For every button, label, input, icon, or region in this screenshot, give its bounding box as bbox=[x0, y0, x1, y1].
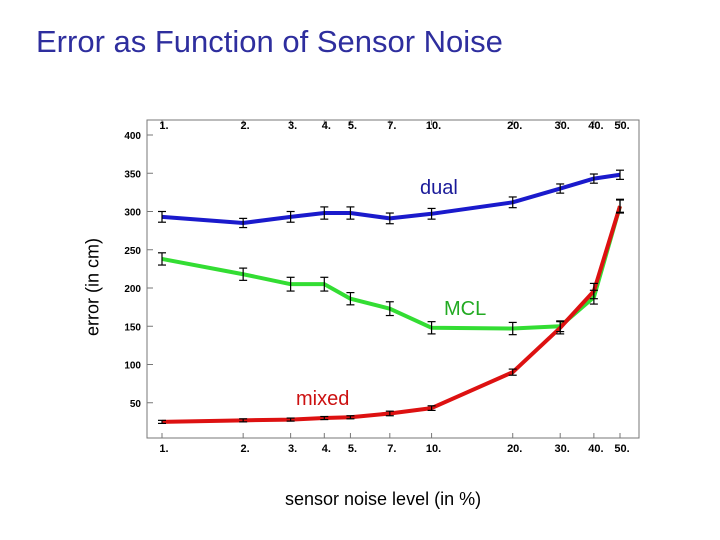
error-bar-dual bbox=[286, 210, 295, 223]
error-bar-mcl bbox=[346, 291, 355, 306]
x-tick-label-bottom: 3. bbox=[288, 443, 297, 455]
x-tick-label-bottom: 7. bbox=[387, 443, 396, 455]
series-label-mixed: mixed bbox=[296, 388, 349, 410]
plot-frame bbox=[146, 119, 640, 439]
error-bar-mcl bbox=[320, 276, 329, 292]
x-tick-label-top: 20. bbox=[507, 120, 522, 132]
y-tick-label: 400 bbox=[124, 131, 141, 142]
x-axis-label: sensor noise level (in %) bbox=[285, 489, 482, 509]
y-tick-label: 350 bbox=[124, 169, 141, 180]
y-tick-label: 150 bbox=[124, 322, 141, 333]
error-bar-mcl bbox=[508, 321, 517, 336]
x-tick-label-bottom: 5. bbox=[348, 443, 357, 455]
y-axis-label: error (in cm) bbox=[82, 238, 103, 336]
error-bar-mixed bbox=[158, 419, 166, 425]
series-line-dual bbox=[161, 172, 621, 225]
x-tick-label-bottom: 2. bbox=[241, 443, 250, 455]
x-tick-label-top: 2. bbox=[241, 120, 250, 132]
error-bar-mixed bbox=[385, 410, 394, 417]
slide-title: Error as Function of Sensor Noise bbox=[36, 24, 503, 59]
x-tick-label-top: 30. bbox=[555, 120, 570, 132]
x-tick-label-bottom: 30. bbox=[555, 443, 570, 455]
error-bar-mixed bbox=[556, 321, 565, 335]
x-tick-label-top: 10. bbox=[426, 120, 441, 132]
error-bar-mixed bbox=[616, 198, 624, 214]
y-tick-label: 300 bbox=[124, 208, 141, 219]
error-bar-dual bbox=[346, 206, 355, 220]
error-bar-dual bbox=[616, 169, 624, 180]
y-tick-label: 200 bbox=[124, 284, 141, 295]
error-bar-mcl bbox=[286, 276, 295, 292]
error-bar-mcl bbox=[239, 267, 248, 281]
series-labels: dual MCL mixed bbox=[296, 177, 486, 410]
error-bar-dual bbox=[427, 207, 436, 220]
x-tick-label-bottom: 1. bbox=[159, 443, 168, 455]
error-bar-dual bbox=[556, 183, 565, 194]
error-bar-dual bbox=[385, 212, 394, 225]
error-bar-mixed bbox=[427, 405, 436, 411]
x-tick-label-bottom: 50. bbox=[614, 443, 629, 455]
error-bar-mixed bbox=[239, 418, 248, 423]
x-tick-label-top: 4. bbox=[322, 120, 331, 132]
error-bar-dual bbox=[508, 196, 517, 209]
x-tick-label-top: 7. bbox=[387, 120, 396, 132]
x-tick-label-bottom: 20. bbox=[507, 443, 522, 455]
y-tick-label: 250 bbox=[124, 246, 141, 257]
error-bar-mixed bbox=[320, 415, 329, 421]
x-tick-label-top: 1. bbox=[159, 120, 168, 132]
y-axis: 50 100 150 200 250 300 350 400 bbox=[124, 131, 153, 410]
error-bar-mcl bbox=[385, 301, 394, 317]
x-tick-label-top: 50. bbox=[614, 120, 629, 132]
x-axis-top: 1. 2. 3. 4. 5. 7. 10. 20. 30. 40. 50. bbox=[159, 120, 630, 132]
x-tick-label-bottom: 4. bbox=[322, 443, 331, 455]
x-tick-label-bottom: 10. bbox=[426, 443, 441, 455]
series-line-mcl bbox=[161, 205, 622, 331]
error-bar-mixed bbox=[346, 415, 355, 420]
x-tick-label-top: 3. bbox=[288, 120, 297, 132]
x-axis-bottom: 1. 2. 3. 4. 5. 7. 10. 20. 30. 40. 50. bbox=[159, 433, 630, 455]
error-bar-mcl bbox=[427, 321, 436, 335]
error-bar-dual bbox=[589, 173, 598, 184]
series-line-mixed bbox=[161, 205, 622, 424]
series-layer bbox=[158, 169, 624, 425]
error-bar-mixed bbox=[589, 282, 598, 300]
y-tick-label: 100 bbox=[124, 361, 141, 372]
x-tick-label-top: 40. bbox=[588, 120, 603, 132]
series-label-dual: dual bbox=[420, 177, 458, 199]
error-bar-mixed bbox=[508, 368, 517, 376]
error-bar-dual bbox=[158, 210, 166, 223]
error-bar-mixed bbox=[286, 417, 295, 422]
x-tick-label-top: 5. bbox=[348, 120, 357, 132]
series-label-mcl: MCL bbox=[444, 298, 486, 320]
error-bar-mcl bbox=[158, 252, 166, 266]
y-tick-label: 50 bbox=[130, 399, 142, 410]
x-tick-label-bottom: 40. bbox=[588, 443, 603, 455]
error-bar-dual bbox=[239, 217, 248, 229]
error-bar-dual bbox=[320, 206, 329, 220]
